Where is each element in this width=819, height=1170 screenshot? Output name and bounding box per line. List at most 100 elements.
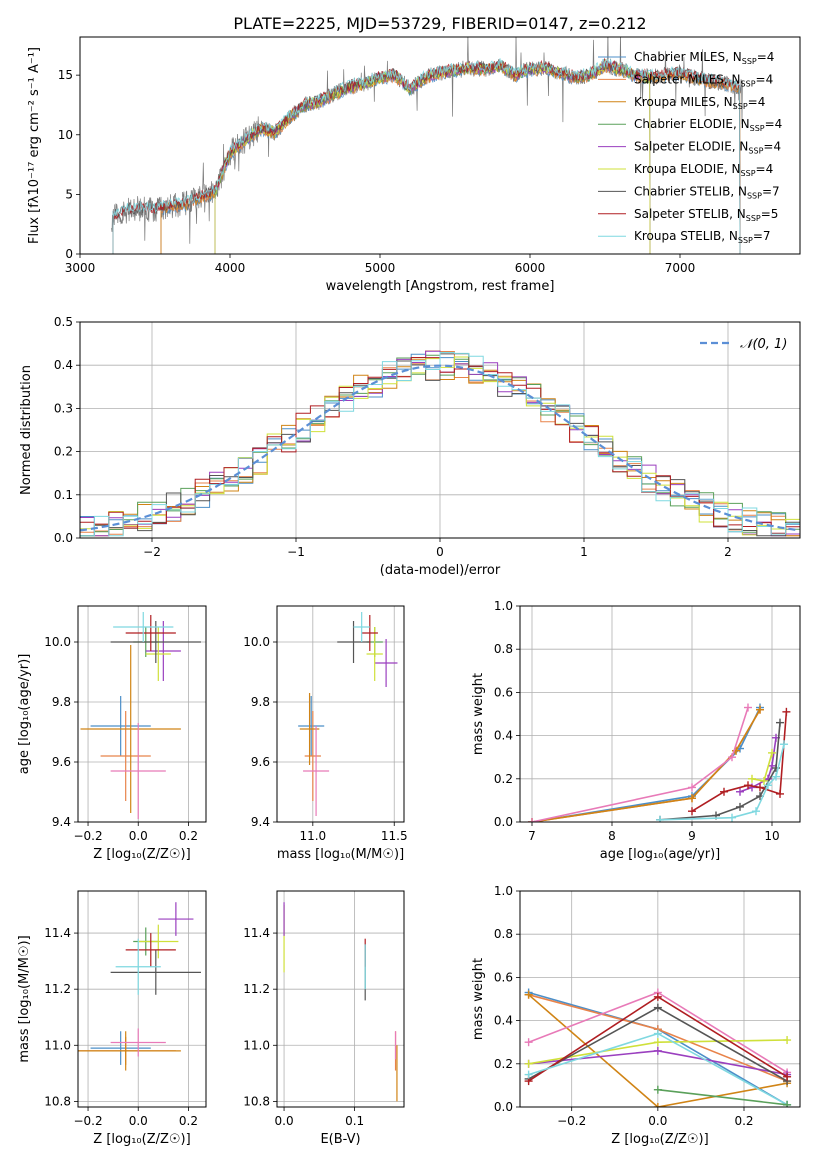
mass-weight-marker xyxy=(653,1029,662,1038)
y-tick-label: 0.0 xyxy=(494,1100,513,1114)
y-tick-label: 15 xyxy=(58,68,73,82)
y-tick-label: 9.4 xyxy=(52,815,71,829)
mass-weight-marker xyxy=(768,748,776,757)
legend-subscript: SSP xyxy=(741,169,756,178)
y-tick-label: 0.4 xyxy=(494,729,513,743)
y-tick-label: 10.8 xyxy=(243,1094,270,1108)
model-spectrum-line xyxy=(160,62,741,254)
mass-weight-marker xyxy=(653,1003,662,1012)
y-tick-label: 10.8 xyxy=(44,1094,71,1108)
y-tick-label: 9.8 xyxy=(52,695,71,709)
y-tick-label: 9.8 xyxy=(251,695,270,709)
y-tick-label: 5 xyxy=(65,187,73,201)
legend-count: =4 xyxy=(763,140,781,154)
x-axis-label: Z [log₁₀(Z/Z☉)] xyxy=(93,1132,190,1147)
x-tick-label: −2 xyxy=(143,545,161,559)
mass-weight-line xyxy=(659,722,781,821)
legend-subscript: SSP xyxy=(746,214,761,223)
y-tick-label: 11.0 xyxy=(44,1038,71,1052)
mass-weight-marker xyxy=(752,807,760,816)
x-tick-label: 9 xyxy=(688,829,696,843)
y-tick-label: 0.8 xyxy=(494,927,513,941)
y-tick-label: 0.6 xyxy=(494,685,513,699)
y-tick-label: 1.0 xyxy=(494,599,513,613)
legend-subscript: SSP xyxy=(750,124,765,133)
panel-age-vs-mass: 11.0 11.5 9.4 9.6 9.8 10.0 mass [log₁₀(M/M☉)] xyxy=(243,605,408,862)
x-axis-label: mass [log₁₀(M/M☉)] xyxy=(277,847,404,862)
x-tick-label: −0.2 xyxy=(73,829,102,843)
y-tick-label: 0 xyxy=(65,247,73,261)
plot-area xyxy=(111,37,744,254)
panel-residuals: −2 −1 0 1 2 0.0 0.1 0.2 0.3 0.4 0.5 (data-model)/er… xyxy=(19,315,801,578)
x-axis-label: Z [log₁₀(Z/Z☉)] xyxy=(611,1132,708,1147)
mass-weight-marker xyxy=(736,802,744,811)
x-tick-label: 8 xyxy=(608,829,616,843)
mass-weight-line xyxy=(659,744,785,821)
legend-subscript: SSP xyxy=(741,79,756,88)
legend-count: =4 xyxy=(756,162,774,176)
axes-frame xyxy=(276,890,405,1108)
mass-weight-marker xyxy=(688,794,696,803)
model-spectrum-line xyxy=(160,62,741,254)
legend-label: Salpeter STELIB, NSSP=5 xyxy=(634,207,778,223)
mass-weight-marker xyxy=(524,1070,533,1079)
x-tick-label: 0 xyxy=(436,545,444,559)
y-axis-label: mass weight xyxy=(471,958,486,1040)
mass-weight-marker xyxy=(728,813,736,822)
y-axis-label: mass weight xyxy=(471,673,486,755)
x-tick-label: 5000 xyxy=(365,261,396,275)
y-tick-label: 0.2 xyxy=(494,1057,513,1071)
y-tick-label: 0.2 xyxy=(494,772,513,786)
legend: 𝒩(0, 1) xyxy=(700,337,787,352)
y-tick-label: 0.6 xyxy=(494,970,513,984)
legend-label: 𝒩(0, 1) xyxy=(740,337,787,352)
mass-weight-marker xyxy=(524,1038,533,1047)
legend-count: =5 xyxy=(761,207,779,221)
x-tick-label: 11.0 xyxy=(299,829,326,843)
legend-subscript: SSP xyxy=(748,147,763,156)
figure-title: PLATE=2225, MJD=53729, FIBERID=0147, z=0… xyxy=(233,14,646,33)
x-tick-label: −0.2 xyxy=(73,1114,102,1128)
plot-area xyxy=(277,891,404,1107)
mass-weight-marker xyxy=(524,1059,533,1068)
x-tick-label: 0.2 xyxy=(179,1114,198,1128)
plot-area xyxy=(277,606,404,822)
axes-frame xyxy=(77,605,207,823)
y-tick-label: 0.5 xyxy=(54,315,73,329)
axes-frame xyxy=(519,605,801,823)
mass-weight-marker xyxy=(783,1100,792,1107)
x-tick-label: 0.0 xyxy=(648,1114,667,1128)
legend-count: =7 xyxy=(762,184,780,198)
y-tick-label: 0.4 xyxy=(54,358,73,372)
y-tick-label: 1.0 xyxy=(494,884,513,898)
mass-weight-marker xyxy=(688,807,696,816)
legend-label: Salpeter MILES, NSSP=4 xyxy=(634,72,773,88)
legend-subscript: SSP xyxy=(747,191,762,200)
axes-frame xyxy=(519,890,801,1108)
mass-weight-marker xyxy=(776,718,784,727)
x-tick-label: 2 xyxy=(724,545,732,559)
legend: Chabrier MILES, NSSP=4 Salpeter MILES, NS… xyxy=(598,50,782,245)
panel-age-vs-Z: −0.2 0.0 0.2 9.4 9.6 9.8 10.0 Z [log₁₀(Z/Z☉)] ag… xyxy=(17,605,207,862)
model-spectrum-line xyxy=(160,63,741,254)
y-tick-label: 11.2 xyxy=(44,982,71,996)
normal-distribution-curve xyxy=(80,364,798,532)
plot-area xyxy=(520,891,800,1107)
mass-weight-marker xyxy=(744,781,752,790)
x-axis-label: E(B-V) xyxy=(320,1132,360,1147)
legend-count: =4 xyxy=(757,50,775,64)
mass-weight-marker xyxy=(744,703,752,712)
panel-mass-weight-vs-age: 7 8 9 10 0.0 0.2 0.4 0.6 0.8 1.0 age [log₁₀(age/yr… xyxy=(471,599,801,862)
mass-weight-marker xyxy=(720,787,728,796)
model-spectrum-line xyxy=(214,59,651,254)
y-tick-label: 0.3 xyxy=(54,401,73,415)
y-tick-label: 11.4 xyxy=(44,926,71,940)
mass-weight-marker xyxy=(783,1072,792,1081)
y-tick-label: 9.6 xyxy=(52,755,71,769)
legend-subscript: SSP xyxy=(738,236,753,245)
y-tick-label: 0.4 xyxy=(494,1014,513,1028)
plot-area xyxy=(80,322,800,538)
mass-weight-marker xyxy=(772,772,780,781)
mass-weight-marker xyxy=(736,787,744,796)
